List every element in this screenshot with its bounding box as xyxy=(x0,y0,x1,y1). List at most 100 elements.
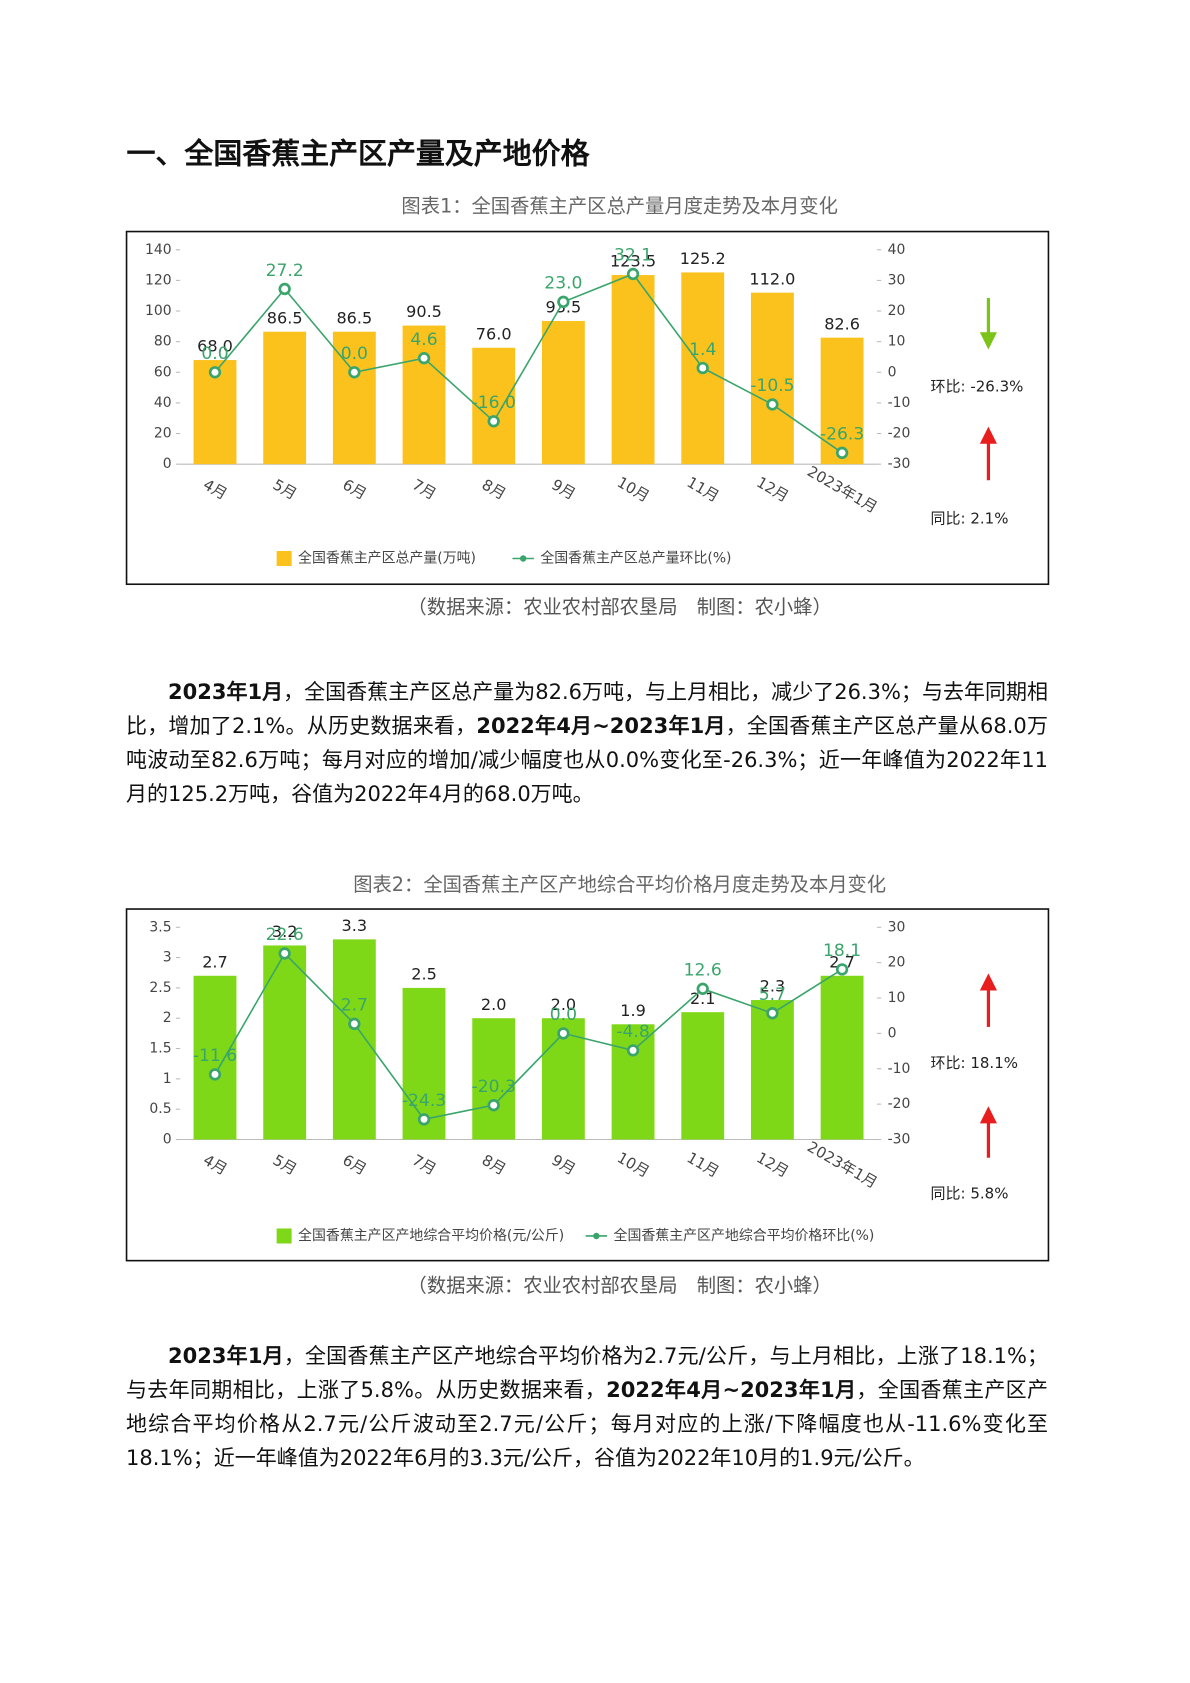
side-note: 环比: 18.1% xyxy=(931,1054,1018,1072)
bar-value-label: 125.2 xyxy=(680,249,726,268)
bar-value-label: 123.5 xyxy=(610,252,656,271)
y-tick-label: 1 xyxy=(163,1071,172,1087)
legend-label: 全国香蕉主产区总产量(万吨) xyxy=(298,549,476,566)
bar-value-label: 2.5 xyxy=(411,965,437,984)
chart-source: （数据来源：农业农村部农垦局 制图：农小蜂） xyxy=(408,595,832,618)
chart-frame xyxy=(125,908,1050,1262)
line-point xyxy=(278,282,291,296)
heading: 一、全国香蕉主产区产量及产地价格 xyxy=(127,136,591,170)
line-point xyxy=(835,446,849,459)
bar xyxy=(263,331,307,465)
x-tick-label: 12月 xyxy=(753,1148,792,1181)
bar-value-label: 82.6 xyxy=(824,314,860,333)
y-tick-label: 80 xyxy=(154,334,172,350)
text-run: ，全国香蕉主产区总产量从68.0万吨波动至82.6万吨；每月对应的增加/减少幅度… xyxy=(126,714,1048,806)
y-tick-label: 3 xyxy=(163,950,172,966)
y2-tick-label: 20 xyxy=(888,303,906,319)
text-run: ，全国香蕉主产区产地综合平均价格为2.7元/公斤，与上月相比，上涨了18.1%；… xyxy=(126,1344,1048,1402)
y2-tick-label: 10 xyxy=(888,990,906,1006)
bar xyxy=(820,975,864,1140)
line-point xyxy=(557,295,570,309)
y2-tick-label: 30 xyxy=(888,919,906,935)
side-note: 同比: 5.8% xyxy=(931,1185,1009,1203)
bar-value-label: 1.9 xyxy=(620,1001,646,1020)
y-tick-label: 0 xyxy=(163,456,172,472)
x-tick-label: 10月 xyxy=(614,473,653,506)
line-value-label: 1.4 xyxy=(689,340,716,360)
text-run: ，全国香蕉主产区产地综合平均价格从2.7元/公斤波动至2.7元/公斤；每月对应的… xyxy=(126,1378,1048,1470)
y2-tick-label: 30 xyxy=(888,272,906,288)
legend-label: 全国香蕉主产区产地综合平均价格环比(%) xyxy=(614,1227,875,1244)
y2-tick-label: 0 xyxy=(888,364,897,380)
bold-text: 2022年4月~2023年1月 xyxy=(606,1378,857,1402)
line-value-label: -16.0 xyxy=(472,393,516,413)
x-tick-label: 8月 xyxy=(479,476,509,504)
chart-frame xyxy=(125,230,1050,586)
x-tick-label: 7月 xyxy=(409,476,439,504)
line-value-label: 0.0 xyxy=(550,1005,577,1025)
bold-text: 2023年1月 xyxy=(168,1344,284,1368)
y2-tick-label: -10 xyxy=(888,395,911,411)
y2-tick-label: -10 xyxy=(888,1061,911,1077)
bold-text: 2022年4月~2023年1月 xyxy=(476,714,726,738)
legend-dot xyxy=(593,1232,600,1240)
bar-value-label: 86.5 xyxy=(336,308,372,327)
line-value-label: 2.7 xyxy=(341,996,368,1016)
y2-tick-label: 10 xyxy=(888,334,906,350)
line-value-label: -26.3 xyxy=(820,425,864,445)
line-value-label: -4.8 xyxy=(616,1022,649,1042)
y2-tick-label: 40 xyxy=(888,242,906,258)
bold-text: 2023年1月 xyxy=(168,680,284,704)
side-note: 同比: 2.1% xyxy=(931,509,1009,527)
y-tick-label: 2 xyxy=(163,1010,172,1026)
line-point xyxy=(208,366,222,379)
text-run: ，全国香蕉主产区总产量为82.6万吨，与上月相比，减少了26.3%；与去年同期相… xyxy=(126,680,1049,738)
line-value-label: -20.3 xyxy=(472,1077,516,1097)
line-point xyxy=(487,415,500,428)
chart: 图表1：全国香蕉主产区总产量月度走势及本月变化 （数据来源：农业农村部农垦局 制图… xyxy=(125,194,1050,618)
bar xyxy=(681,1012,725,1140)
line-point xyxy=(348,1017,361,1030)
y2-tick-label: 20 xyxy=(888,955,906,971)
line-point xyxy=(626,1044,640,1057)
arrows xyxy=(979,298,997,1158)
bar-value-label: 68.0 xyxy=(197,337,233,356)
x-tick-label: 9月 xyxy=(548,476,578,504)
x-tick-label: 11月 xyxy=(684,473,723,506)
bar-value-label: 2.3 xyxy=(760,977,786,996)
line-point xyxy=(696,361,709,375)
bar xyxy=(472,1018,516,1140)
bar xyxy=(611,275,655,465)
bar-value-label: 2.0 xyxy=(481,995,507,1014)
line-point xyxy=(696,982,709,995)
line-value-label: -11.6 xyxy=(193,1046,237,1066)
x-tick-label: 2023年1月 xyxy=(804,1138,880,1192)
line-point xyxy=(417,352,431,365)
bar xyxy=(611,1024,655,1140)
x-tick-label: 8月 xyxy=(479,1151,509,1179)
line xyxy=(214,272,843,454)
y-tick-label: 0.5 xyxy=(149,1101,171,1117)
y-tick-label: 1.5 xyxy=(149,1041,171,1057)
y2-tick-label: -20 xyxy=(888,1096,911,1112)
bar-value-label: 3.2 xyxy=(272,922,298,941)
line-point xyxy=(278,947,291,960)
x-tick-label: 9月 xyxy=(548,1151,578,1179)
bar-value-label: 86.5 xyxy=(267,308,303,327)
x-tick-label: 5月 xyxy=(270,1151,300,1179)
bar-value-label: 112.0 xyxy=(749,269,795,288)
bar-value-label: 76.0 xyxy=(476,324,512,343)
side-note: 环比: -26.3% xyxy=(931,377,1024,395)
line-value-label: 0.0 xyxy=(201,344,228,364)
x-tick-label: 6月 xyxy=(339,476,369,504)
bar xyxy=(541,320,585,465)
y2-tick-label: -30 xyxy=(888,456,911,472)
bar xyxy=(332,331,376,465)
y-tick-label: 120 xyxy=(145,272,172,288)
line-point xyxy=(487,1099,500,1112)
y-tick-label: 3.5 xyxy=(149,919,171,935)
chart-title: 图表2：全国香蕉主产区产地综合平均价格月度走势及本月变化 xyxy=(353,873,886,896)
y2-tick-label: 0 xyxy=(888,1025,897,1041)
